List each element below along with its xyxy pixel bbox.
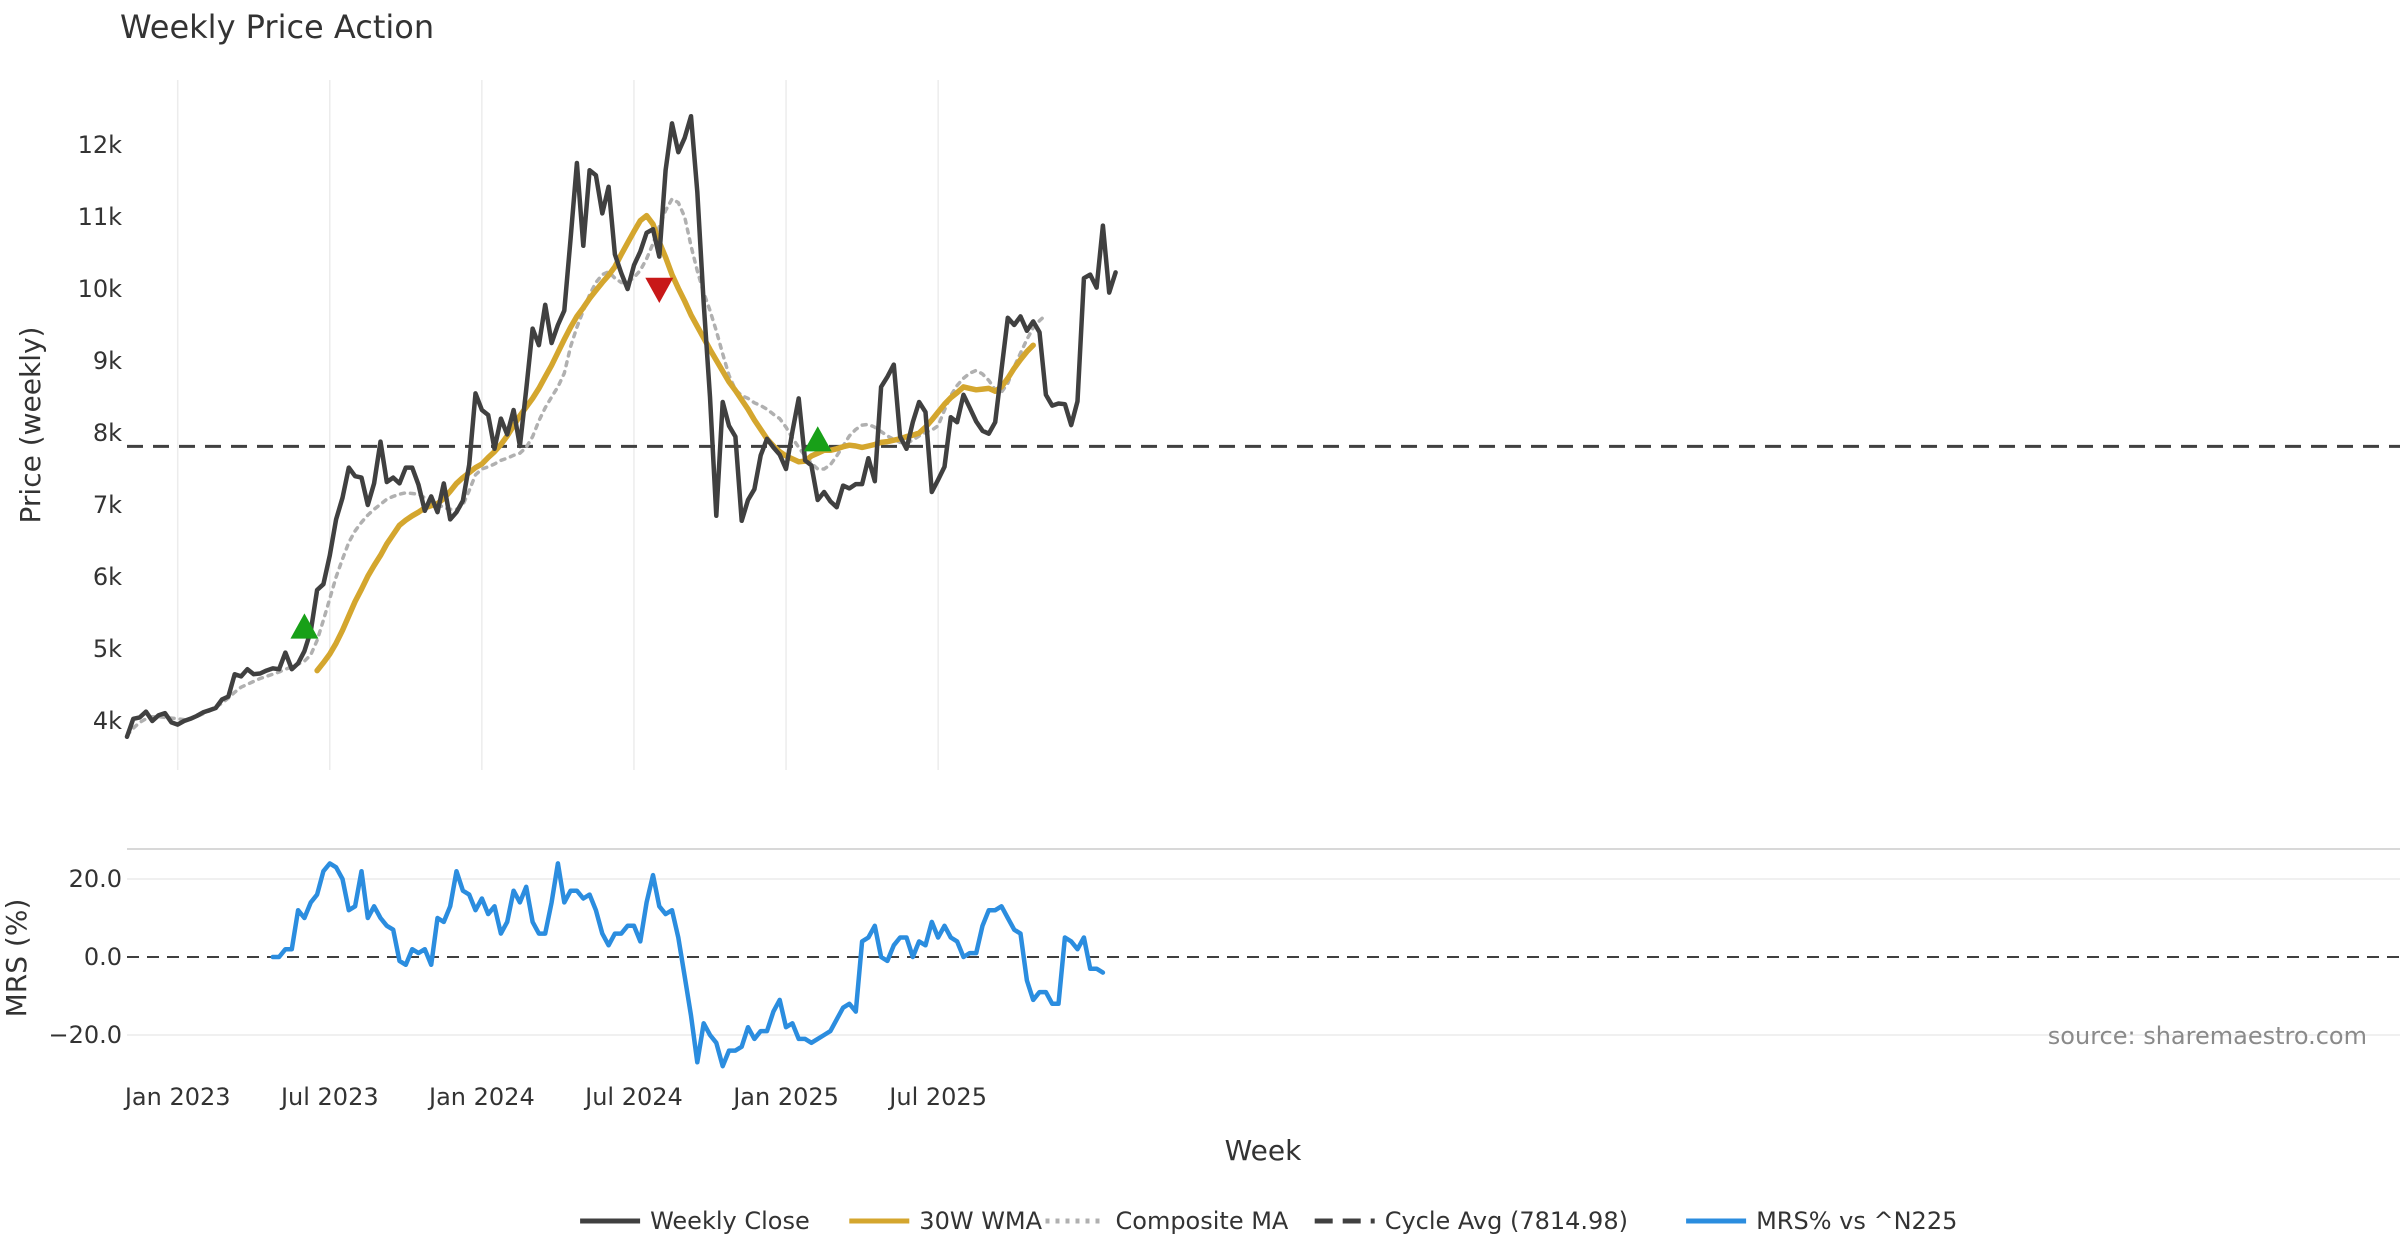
price-y-axis-label: Price (weekly) (14, 327, 47, 524)
x-ticks: Jan 2023 Jul 2023 Jan 2024 Jul 2024 Jan 2025… (123, 1083, 987, 1111)
price-y-tick-label: 5k (93, 635, 122, 663)
legend-entry-weekly-close: Weekly Close (580, 1207, 810, 1235)
legend-entry-composite-ma: Composite MA (1045, 1207, 1289, 1235)
x-tick-label: Jul 2023 (279, 1083, 379, 1111)
x-tick-label: Jan 2025 (731, 1083, 839, 1111)
source-note: source: sharemaestro.com (2048, 1022, 2367, 1050)
legend-entry-30w-wma: 30W WMA (849, 1207, 1043, 1235)
price-series (124, 113, 1118, 740)
legend: Weekly Close 30W WMA Composite MA Cycle Avg… (580, 1207, 1957, 1235)
legend-label: 30W WMA (919, 1207, 1042, 1235)
legend-entry-mrs-vs-n225: MRS% vs ^N225 (1686, 1207, 1957, 1235)
x-tick-label: Jul 2024 (583, 1083, 683, 1111)
composite-ma-line (125, 197, 1048, 738)
price-y-tick-label: 8k (93, 419, 122, 447)
legend-label: MRS% vs ^N225 (1756, 1207, 1957, 1235)
price-y-tick-label: 10k (78, 275, 123, 303)
mrs-y-tick-label: 0.0 (84, 943, 122, 971)
price-y-ticks: 4k 5k 6k 7k 8k 9k 10k 11k 12k (78, 131, 123, 735)
price-y-tick-label: 4k (93, 707, 122, 735)
price-y-tick-label: 12k (78, 131, 123, 159)
legend-label: Composite MA (1116, 1207, 1289, 1235)
price-y-tick-label: 9k (93, 347, 122, 375)
mrs-gridlines (127, 878, 2400, 1036)
mrs-series (270, 861, 1106, 1069)
x-tick-label: Jul 2025 (887, 1083, 987, 1111)
mrs-y-tick-label: −20.0 (48, 1021, 122, 1049)
signal-markers (290, 277, 832, 639)
weekly-close-line (124, 113, 1118, 740)
legend-entry-cycle-avg-7814-98: Cycle Avg (7814.98) (1314, 1207, 1628, 1235)
buy-signal-marker (290, 613, 319, 639)
x-tick-label: Jan 2023 (123, 1083, 231, 1111)
mrs-y-tick-label: 20.0 (69, 865, 122, 893)
legend-label: Weekly Close (650, 1207, 810, 1235)
mrs-y-axis-label: MRS (%) (0, 899, 33, 1018)
mrs-vs-n225-line (270, 861, 1106, 1069)
price-y-tick-label: 11k (78, 203, 123, 231)
buy-signal-marker (803, 426, 832, 452)
price-y-tick-label: 6k (93, 563, 122, 591)
chart-title: Weekly Price Action (120, 8, 434, 46)
x-axis-label: Week (1225, 1134, 1302, 1167)
price-y-tick-label: 7k (93, 491, 122, 519)
mrs-y-ticks: −20.0 0.0 20.0 (48, 865, 122, 1049)
x-tick-label: Jan 2024 (427, 1083, 535, 1111)
legend-label: Cycle Avg (7814.98) (1385, 1207, 1628, 1235)
sell-signal-marker (645, 277, 674, 303)
